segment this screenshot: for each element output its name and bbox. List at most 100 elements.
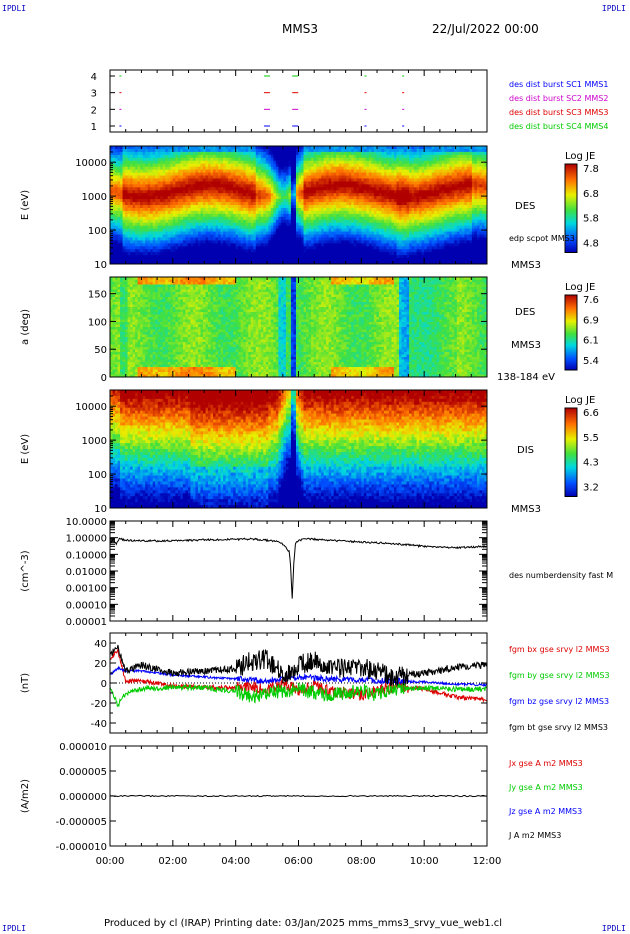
spectrogram-cell — [348, 163, 352, 168]
spectrogram-cell — [130, 151, 134, 156]
spectrogram-cell — [220, 169, 224, 174]
spectrogram-cell — [263, 216, 267, 221]
spectrogram-cell — [381, 196, 385, 200]
spectrogram-cell — [406, 154, 410, 159]
spectrogram-cell — [195, 202, 199, 206]
spectrogram-cell — [358, 225, 362, 230]
spectrogram-cell — [270, 184, 274, 188]
spectrogram-cell — [130, 207, 134, 212]
spectrogram-cell — [404, 234, 408, 239]
spectrogram-cell — [391, 175, 395, 180]
spectrogram-cell — [180, 261, 184, 264]
spectrogram-cell — [175, 163, 179, 168]
spectrogram-cell — [290, 207, 295, 212]
spectrogram-cell — [147, 205, 151, 209]
spectrogram-cell — [306, 157, 310, 162]
spectrogram-cell — [165, 240, 169, 244]
spectrogram-cell — [137, 207, 141, 212]
spectrogram-cell — [122, 148, 126, 153]
spectrogram-cell — [263, 228, 267, 233]
spectrogram-cell — [122, 154, 126, 159]
spectrogram-cell — [147, 249, 151, 253]
spectrogram-cell — [394, 169, 398, 174]
spectrogram-cell — [306, 207, 310, 212]
spectrogram-cell — [356, 178, 360, 182]
spectrogram-cell — [366, 213, 370, 218]
spectrogram-cell — [361, 207, 365, 212]
spectrogram-cell — [406, 178, 410, 182]
spectrogram-cell — [180, 216, 184, 221]
spectrogram-cell — [311, 225, 315, 230]
spectrogram-cell — [363, 246, 367, 250]
spectrogram-cell — [285, 178, 290, 182]
spectrogram-cell — [361, 249, 365, 253]
spectrogram-cell — [177, 166, 181, 171]
spectrogram-cell — [200, 187, 204, 191]
spectrogram-cell — [358, 163, 362, 168]
spectrogram-cell — [414, 255, 418, 259]
spectrogram-cell — [376, 199, 380, 203]
spectrogram-cell — [155, 234, 159, 239]
spectrogram-cell — [120, 196, 124, 200]
spectrogram-cell — [245, 234, 249, 239]
spectrogram-cell — [321, 184, 325, 188]
spectrogram-cell — [115, 255, 119, 259]
spectrogram-cell — [150, 252, 154, 256]
spectrogram-cell — [150, 190, 154, 194]
spectrogram-cell — [258, 181, 262, 185]
spectrogram-cell — [197, 181, 202, 185]
spectrogram-cell — [175, 213, 179, 218]
spectrogram-cell — [399, 187, 403, 191]
spectrogram-cell — [127, 207, 131, 212]
spectrogram-cell — [263, 246, 267, 250]
spectrogram-cell — [200, 240, 204, 244]
spectrogram-cell — [371, 249, 375, 253]
spectrogram-cell — [218, 169, 222, 174]
spectrogram-cell — [238, 175, 242, 180]
spectrogram-cell — [275, 255, 279, 259]
spectrogram-cell — [120, 252, 124, 256]
spectrogram-cell — [185, 148, 189, 153]
spectrogram-cell — [185, 228, 189, 233]
spectrogram-cell — [371, 216, 375, 221]
spectrogram-cell — [115, 184, 119, 188]
spectrogram-cell — [383, 148, 388, 153]
spectrogram-cell — [122, 234, 126, 239]
spectrogram-cell — [396, 237, 400, 241]
spectrogram-cell — [115, 193, 119, 197]
spectrogram-cell — [125, 249, 129, 253]
spectrogram-cell — [348, 160, 352, 165]
spectrogram-cell — [351, 231, 355, 236]
spectrogram-cell — [373, 249, 378, 253]
spectrogram-cell — [288, 234, 292, 239]
spectrogram-cell — [150, 193, 154, 197]
spectrogram-cell — [373, 190, 378, 194]
spectrogram-cell — [210, 210, 214, 215]
spectrogram-cell — [290, 258, 295, 262]
spectrogram-cell — [404, 219, 408, 224]
spectrogram-cell — [170, 234, 174, 239]
spectrogram-cell — [363, 193, 367, 197]
spectrogram-cell — [301, 234, 305, 239]
spectrogram-cell — [341, 252, 345, 256]
spectrogram-cell — [208, 237, 212, 241]
spectrogram-cell — [293, 184, 297, 188]
spectrogram-cell — [343, 219, 347, 224]
spectrogram-cell — [238, 205, 242, 209]
spectrogram-cell — [303, 231, 307, 236]
spectrogram-cell — [197, 207, 202, 212]
spectrogram-cell — [137, 234, 141, 239]
spectrogram-cell — [258, 193, 262, 197]
spectrogram-cell — [125, 184, 129, 188]
spectrogram-cell — [404, 246, 408, 250]
spectrogram-cell — [303, 213, 307, 218]
spectrogram-cell — [137, 175, 141, 180]
spectrogram-cell — [376, 148, 380, 153]
spectrogram-cell — [228, 163, 232, 168]
spectrogram-cell — [306, 148, 310, 153]
spectrogram-cell — [170, 225, 174, 230]
spectrogram-cell — [288, 146, 292, 150]
spectrogram-cell — [406, 255, 410, 259]
spectrogram-cell — [373, 237, 378, 241]
spectrogram-cell — [142, 146, 146, 150]
